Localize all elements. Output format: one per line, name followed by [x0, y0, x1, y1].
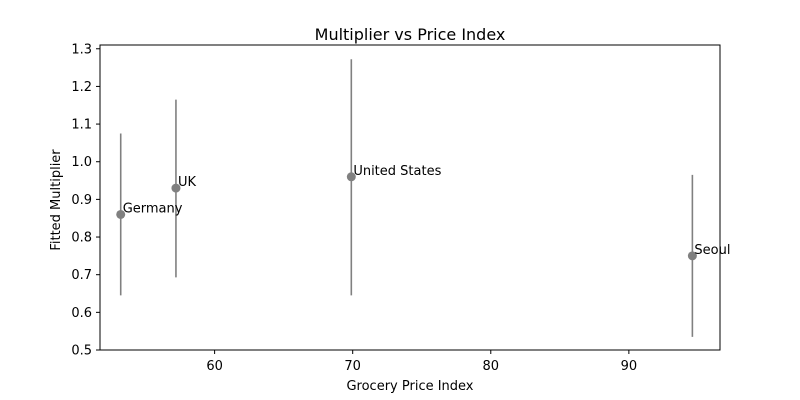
plot-area: 60 70 80 90 0.5 0.6 0.7 0.8 0.9 1.0 1.1 1.2 1.3 Germa…: [71, 42, 730, 374]
x-tick-label: 70: [344, 359, 361, 374]
point-label: Seoul: [694, 243, 730, 258]
point-label: Germany: [123, 201, 183, 216]
x-tick-label: 80: [483, 359, 500, 374]
data-point: [171, 183, 181, 193]
y-tick-label: 0.6: [71, 306, 92, 321]
y-tick-label: 0.8: [71, 231, 92, 246]
y-tick-label: 1.0: [71, 155, 92, 170]
x-tick-label: 90: [621, 359, 638, 374]
y-tick-label: 1.2: [71, 80, 92, 95]
y-tick-label: 0.5: [71, 344, 92, 359]
y-axis-label: Fitted Multiplier: [49, 149, 64, 251]
point-label: United States: [353, 164, 441, 179]
point-label: UK: [178, 175, 197, 190]
x-axis-label: Grocery Price Index: [346, 379, 473, 394]
y-tick-label: 0.9: [71, 193, 92, 208]
y-tick-label: 0.7: [71, 268, 92, 283]
data-point: [687, 251, 697, 261]
y-tick-label: 1.1: [71, 118, 92, 133]
y-tick-label: 1.3: [71, 42, 92, 57]
data-point: [116, 209, 126, 219]
data-point: [346, 172, 356, 182]
plot-frame: [99, 44, 721, 351]
chart-title: Multiplier vs Price Index: [315, 25, 506, 44]
x-tick-label: 60: [206, 359, 223, 374]
